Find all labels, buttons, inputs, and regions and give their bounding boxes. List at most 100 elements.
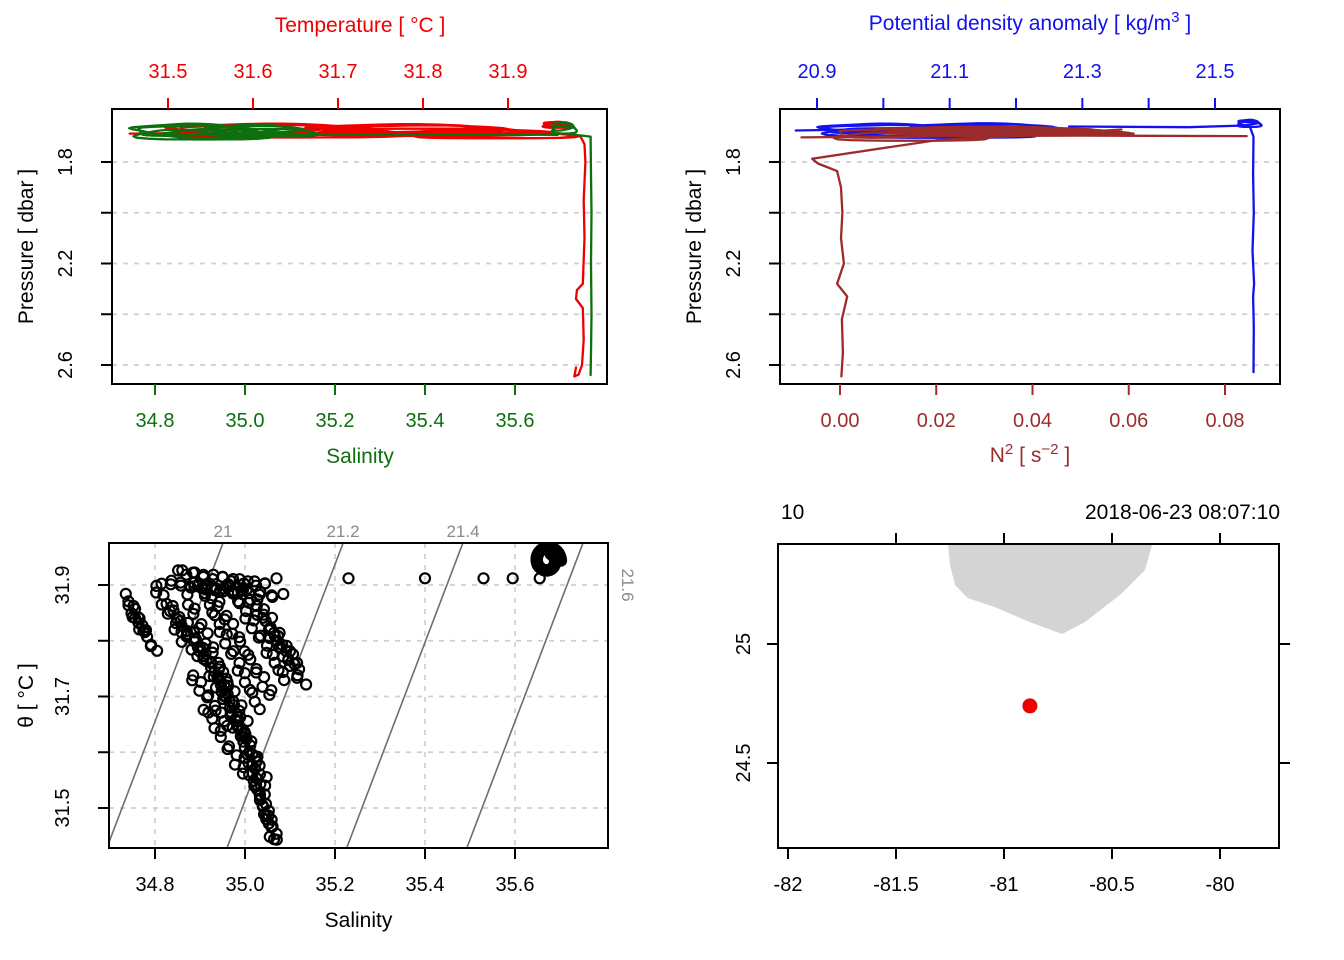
ts-point (506, 572, 519, 585)
ts-point (263, 631, 276, 645)
ts-point (238, 645, 251, 658)
tick-label: 2.6 (55, 351, 77, 379)
profile-density-n2-axis-left: 1.8 2.2 2.6 Pressure [ dbar ] (683, 148, 780, 379)
ts-diagram-axis-bottom: 34.8 35.0 35.2 35.4 35.6 Salinity (136, 848, 535, 932)
ts-point (211, 671, 224, 684)
tick-label: 31.6 (234, 61, 273, 83)
tick-label: 35.4 (406, 410, 445, 432)
tick-label: -80 (1206, 874, 1235, 896)
ts-point (253, 703, 266, 716)
ts-point (251, 593, 264, 606)
tick-label: 35.4 (406, 874, 445, 896)
ts-scatter-points (119, 543, 568, 846)
ts-point (221, 742, 234, 756)
profile-density-n2-plot-area (780, 118, 1280, 378)
ts-point (212, 663, 225, 676)
ts-point (198, 589, 211, 602)
ts-point (166, 599, 179, 613)
ts-point (222, 577, 235, 591)
tick-label: 0.08 (1206, 410, 1245, 432)
series-segment (550, 121, 579, 135)
series-segment (203, 123, 320, 138)
ts-point (277, 587, 290, 601)
ts-point (300, 678, 313, 691)
ts-point (237, 735, 250, 748)
tick-label: 0.02 (917, 410, 956, 432)
series-segment (304, 122, 541, 138)
ts-point (214, 584, 227, 597)
ts-point (282, 653, 295, 666)
station-map-axis-bottom: -82 -81.5 -81 -80.5 -80 (774, 848, 1235, 896)
tick-label: 35.2 (316, 874, 355, 896)
station-map-axis-top (895, 533, 1221, 544)
ts-diagram-axis-title-bottom: Salinity (325, 909, 393, 932)
station-number-label: 10 (781, 501, 804, 524)
ts-point (262, 817, 275, 830)
series-segment (144, 133, 559, 137)
tick-label: -81.5 (873, 874, 919, 896)
profile-density-n2-axis-title-left: Pressure [ dbar ] (683, 169, 706, 324)
ts-point (173, 610, 186, 624)
tick-label: 34.8 (136, 410, 175, 432)
tick-label: 24.5 (733, 744, 755, 783)
ts-point (283, 659, 297, 673)
tick-label: 34.8 (136, 874, 175, 896)
ts-point (244, 653, 257, 666)
ts-point (231, 664, 244, 677)
ts-point (245, 622, 258, 635)
ts-point (239, 612, 252, 625)
ts-point (477, 572, 490, 585)
ts-point (235, 699, 248, 712)
series-temperature (128, 120, 587, 378)
ts-point (227, 645, 240, 658)
tick-label: -82 (774, 874, 803, 896)
ts-point (213, 625, 226, 639)
profile-density-n2-axis-title-top: Potential density anomaly [ kg/m3 ] (869, 9, 1191, 35)
tick-label: 35.6 (496, 874, 535, 896)
isopycnal-contour-21.6 (466, 543, 584, 848)
station-map-axis-right (1279, 643, 1290, 764)
annotation: 21.6 (618, 568, 637, 601)
ts-point (201, 627, 214, 640)
ts-point (278, 673, 291, 687)
ts-point (250, 771, 263, 785)
tick-label: 0.06 (1109, 410, 1148, 432)
ts-point (233, 656, 246, 670)
tick-label: 21.3 (1063, 61, 1102, 83)
ts-point (237, 761, 250, 774)
ts-point (180, 624, 193, 638)
tick-label: 20.9 (798, 61, 837, 83)
series-buoyancy-frequency-squared (800, 125, 1248, 378)
ts-diagram-axis-left: 31.9 31.7 31.5 θ [ °C ] (15, 566, 109, 828)
station-map-axis-left: 25 24.5 (733, 633, 778, 783)
ts-point (276, 665, 289, 679)
ts-point (201, 691, 214, 704)
profile-temperature-salinity-axis-title-left: Pressure [ dbar ] (15, 169, 38, 324)
ts-point (150, 586, 163, 599)
tick-label: 31.5 (52, 789, 74, 828)
profile-temperature-salinity-plot-area (112, 120, 607, 378)
series-segment (816, 122, 972, 138)
series-segment (557, 134, 587, 378)
tick-label: 35.2 (316, 410, 355, 432)
ts-point (151, 644, 164, 657)
ts-point (253, 794, 266, 807)
annotation: 21 (214, 522, 233, 541)
ts-point (250, 778, 263, 791)
tick-label: 1.8 (55, 148, 77, 176)
profile-density-n2-axis-top: 20.9 21.1 21.3 21.5 Potential density anomal… (798, 9, 1235, 109)
station-location-dot (1022, 698, 1038, 714)
profile-temperature-salinity-axis-title-top: Temperature [ °C ] (275, 14, 446, 37)
series-segment (1249, 126, 1256, 374)
tick-label: 21.5 (1196, 61, 1235, 83)
ts-point (342, 572, 355, 585)
annotation: 21.2 (326, 522, 359, 541)
ts-point (257, 603, 270, 616)
ts-point (225, 647, 238, 661)
station-map-plot-area (948, 545, 1152, 714)
ts-point (243, 683, 256, 697)
ts-point (119, 587, 132, 601)
profile-temperature-salinity-axis-bottom: 34.8 35.0 35.2 35.4 35.6 Salinity (136, 384, 534, 468)
ts-point (208, 721, 221, 735)
